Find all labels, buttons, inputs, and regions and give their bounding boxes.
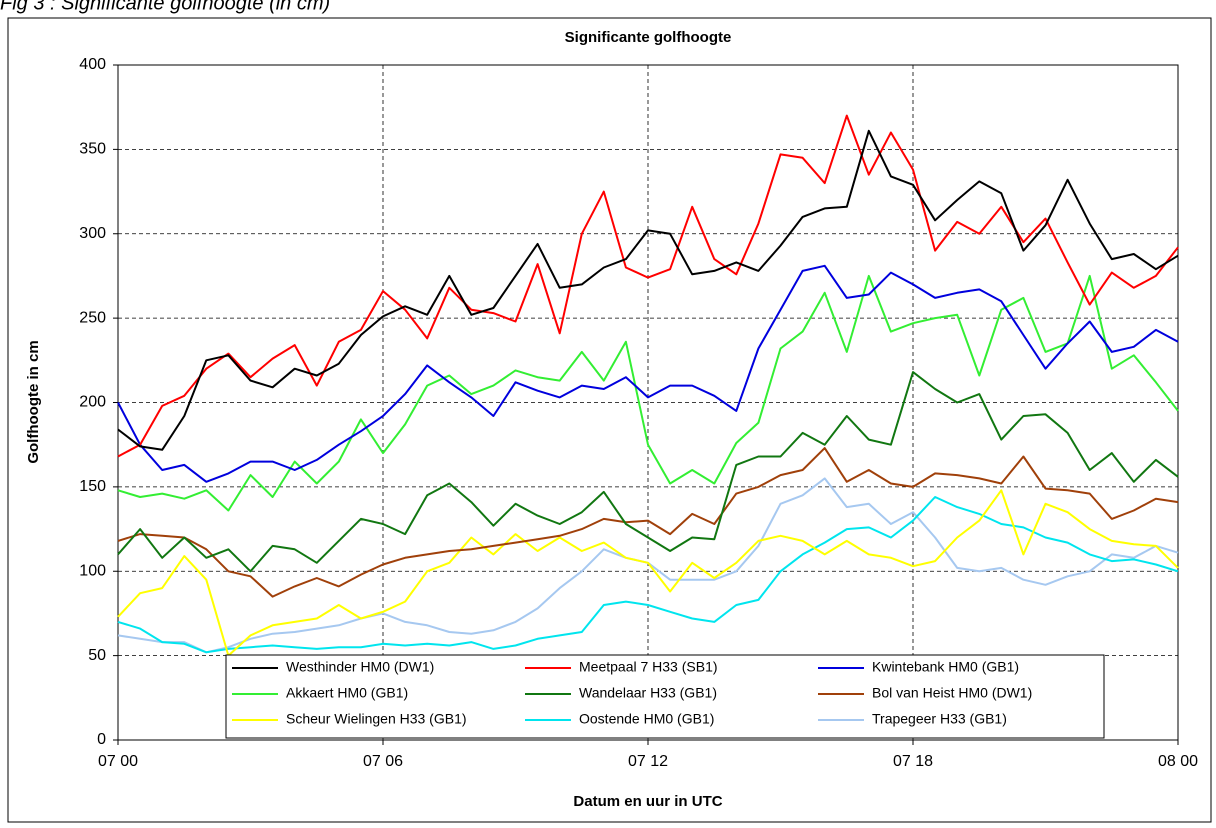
legend-label: Trapegeer H33 (GB1) <box>872 711 1007 727</box>
series-line <box>117 129 1179 451</box>
x-tick-label: 07 18 <box>893 753 933 770</box>
series-line <box>117 371 1179 573</box>
caption: Fig 3 : Significante golfhoogte (in cm) <box>0 0 330 14</box>
y-tick-label: 50 <box>88 647 106 664</box>
series-line <box>117 114 1179 458</box>
legend-box <box>225 654 1105 739</box>
series-line <box>117 496 1179 654</box>
y-tick-label: 300 <box>79 225 106 242</box>
y-tick-label: 350 <box>79 141 106 158</box>
y-tick-label: 100 <box>79 562 106 579</box>
legend-label: Scheur Wielingen H33 (GB1) <box>286 711 467 727</box>
series-line <box>117 264 1179 483</box>
legend-label: Westhinder HM0 (DW1) <box>286 659 434 675</box>
x-tick-label: 07 00 <box>98 753 138 770</box>
y-tick-label: 150 <box>79 478 106 495</box>
legend-label: Bol van Heist HM0 (DW1) <box>872 685 1032 701</box>
x-tick-label: 07 12 <box>628 753 668 770</box>
y-tick-label: 250 <box>79 309 106 326</box>
series-line <box>117 447 1179 598</box>
legend-label: Akkaert HM0 (GB1) <box>286 685 408 701</box>
chart-title: Significante golfhoogte <box>565 29 732 46</box>
legend-label: Oostende HM0 (GB1) <box>579 711 714 727</box>
legend-label: Kwintebank HM0 (GB1) <box>872 659 1019 675</box>
y-tick-label: 400 <box>79 56 106 73</box>
x-axis-label: Datum en uur in UTC <box>573 793 722 810</box>
y-tick-label: 200 <box>79 394 106 411</box>
legend-label: Wandelaar H33 (GB1) <box>579 685 717 701</box>
y-tick-label: 0 <box>97 731 106 748</box>
y-axis-label: Golfhoogte in cm <box>25 340 42 463</box>
x-tick-label: 08 00 <box>1158 753 1198 770</box>
legend-label: Meetpaal 7 H33 (SB1) <box>579 659 718 675</box>
series-line <box>117 489 1179 657</box>
series-line <box>117 274 1179 512</box>
x-tick-label: 07 06 <box>363 753 403 770</box>
